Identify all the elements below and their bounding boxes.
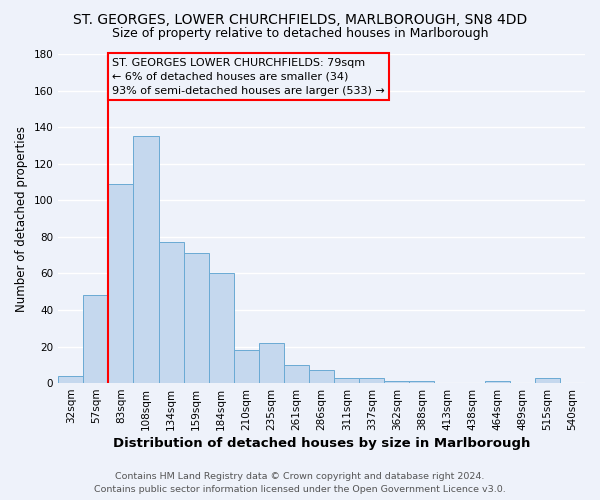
Bar — [109, 184, 133, 383]
Text: Contains HM Land Registry data © Crown copyright and database right 2024.
Contai: Contains HM Land Registry data © Crown c… — [94, 472, 506, 494]
Bar — [184, 254, 209, 383]
Bar — [209, 274, 234, 383]
Bar — [359, 378, 385, 383]
Bar — [385, 381, 409, 383]
Bar — [334, 378, 359, 383]
Bar — [284, 365, 309, 383]
Bar — [83, 296, 109, 383]
Bar — [309, 370, 334, 383]
Y-axis label: Number of detached properties: Number of detached properties — [15, 126, 28, 312]
Bar — [133, 136, 158, 383]
X-axis label: Distribution of detached houses by size in Marlborough: Distribution of detached houses by size … — [113, 437, 530, 450]
Bar — [259, 343, 284, 383]
Bar — [234, 350, 259, 383]
Bar — [409, 381, 434, 383]
Bar — [485, 381, 510, 383]
Text: ST. GEORGES, LOWER CHURCHFIELDS, MARLBOROUGH, SN8 4DD: ST. GEORGES, LOWER CHURCHFIELDS, MARLBOR… — [73, 12, 527, 26]
Text: Size of property relative to detached houses in Marlborough: Size of property relative to detached ho… — [112, 28, 488, 40]
Bar — [58, 376, 83, 383]
Bar — [535, 378, 560, 383]
Bar — [158, 242, 184, 383]
Text: ST. GEORGES LOWER CHURCHFIELDS: 79sqm
← 6% of detached houses are smaller (34)
9: ST. GEORGES LOWER CHURCHFIELDS: 79sqm ← … — [112, 58, 385, 96]
